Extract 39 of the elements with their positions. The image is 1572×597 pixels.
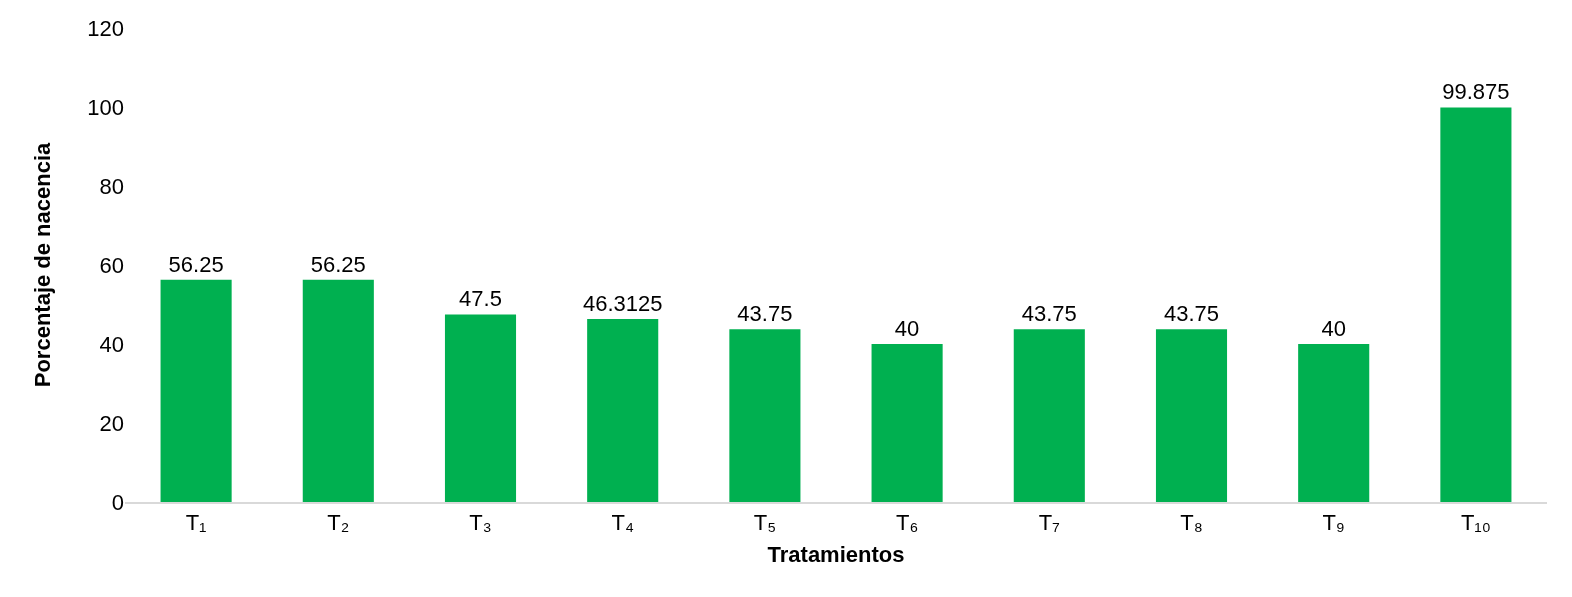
y-tick-label: 60 xyxy=(99,252,124,278)
x-tick-label: T₉ xyxy=(1322,510,1345,536)
x-tick-label: T₇ xyxy=(1038,510,1060,536)
bar xyxy=(160,279,232,502)
bar xyxy=(1440,107,1512,502)
data-label: 40 xyxy=(1321,316,1346,341)
x-tick-label: T₄ xyxy=(611,510,634,536)
data-label: 46.3125 xyxy=(582,291,663,317)
bar xyxy=(871,344,943,502)
x-tick-label: T₅ xyxy=(753,510,777,536)
data-label: 56.25 xyxy=(310,251,366,277)
data-label: 43.75 xyxy=(1021,301,1077,327)
data-label: 40 xyxy=(894,316,920,341)
x-tick-label: T₆ xyxy=(895,510,919,536)
y-tick-label: 40 xyxy=(99,331,124,357)
x-tick-label: T₁₀ xyxy=(1460,510,1491,536)
data-label: 47.5 xyxy=(459,286,502,312)
bar xyxy=(1013,329,1085,502)
data-label: 56.25 xyxy=(168,251,224,277)
x-tick-label: T₃ xyxy=(469,510,492,536)
data-label: 43.75 xyxy=(737,301,793,327)
y-tick-label: 120 xyxy=(87,15,124,41)
bar xyxy=(302,279,374,502)
bar xyxy=(444,314,517,502)
bar xyxy=(729,329,801,502)
data-label: 43.75 xyxy=(1163,301,1220,327)
x-axis-title: Tratamientos xyxy=(767,541,905,567)
data-label: 99.875 xyxy=(1442,79,1510,105)
y-tick-label: 0 xyxy=(111,489,124,515)
x-tick-label: T₁ xyxy=(185,510,207,536)
bar xyxy=(587,319,659,502)
x-tick-label: T₂ xyxy=(327,510,350,536)
y-tick-label: 100 xyxy=(87,94,124,120)
bar xyxy=(1298,344,1370,502)
y-tick-label: 20 xyxy=(99,410,124,436)
y-tick-label: 80 xyxy=(99,173,124,199)
x-tick-label: T₈ xyxy=(1180,510,1203,536)
bar xyxy=(1155,329,1228,502)
y-axis-title: Porcentaje de nacencia xyxy=(30,141,56,388)
